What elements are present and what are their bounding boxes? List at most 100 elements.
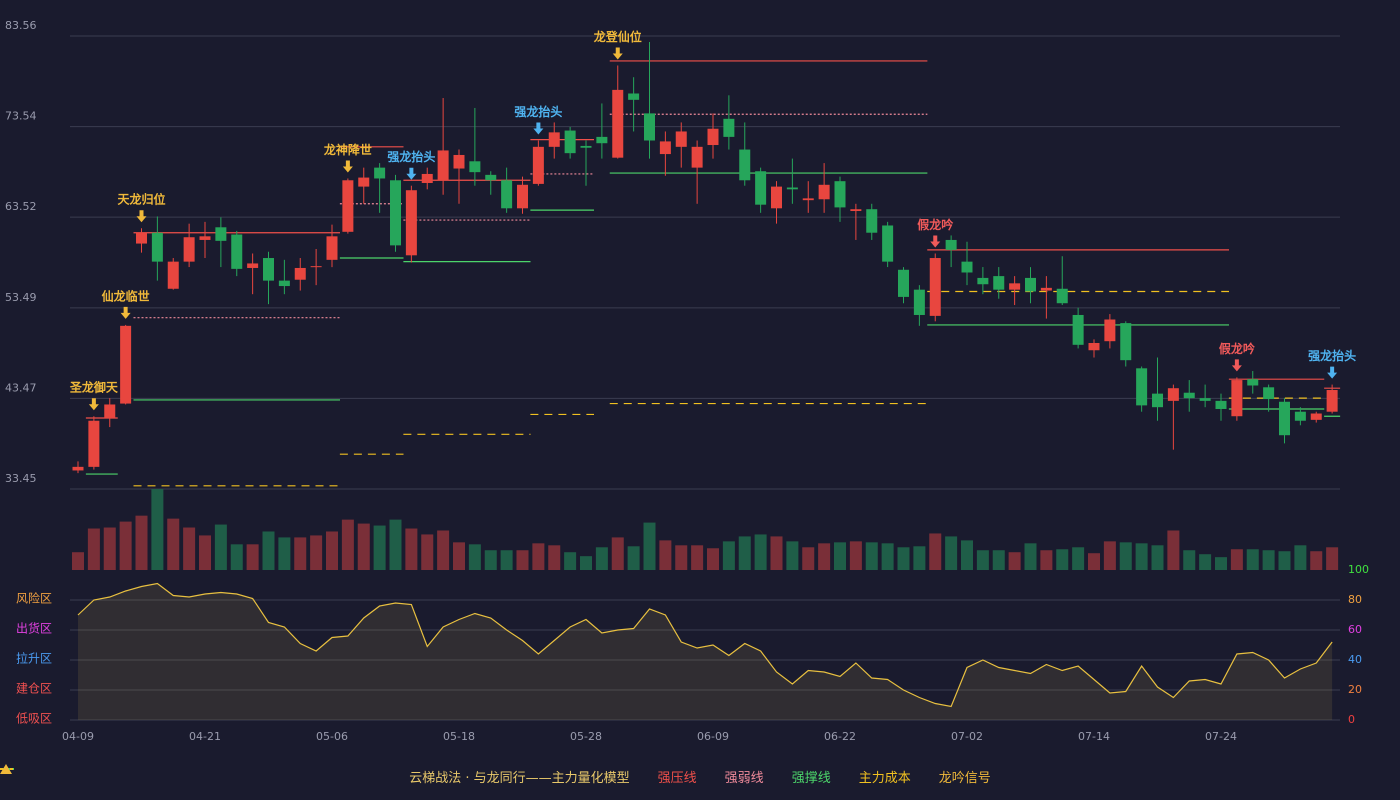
volume-bar: [326, 531, 338, 570]
volume-bar: [595, 547, 608, 570]
volume-bar: [1040, 550, 1053, 570]
zone-label: 建仓区: [16, 682, 52, 696]
candle-body: [1056, 288, 1068, 304]
candle-body: [882, 225, 894, 262]
candle-body: [1136, 368, 1148, 406]
candle-body: [247, 263, 259, 268]
candle-body: [532, 146, 544, 184]
y-tick-label: 83.56: [5, 19, 37, 32]
volume-bar: [389, 519, 402, 570]
y2-tick-label: 0: [1348, 713, 1355, 726]
candle-body: [596, 136, 608, 144]
legend-label: 强弱线: [724, 770, 764, 786]
candle-body: [374, 167, 386, 179]
zone-label: 低吸区: [16, 712, 52, 726]
candle-body: [580, 145, 592, 148]
candle-body: [1009, 283, 1021, 290]
signal-label: 天龙归位: [117, 192, 165, 207]
candle-body: [501, 180, 513, 209]
chart: 33.45 43.47 53.49 63.52 73.54 83.56 0 20 40 60 80 1…: [5, 19, 1369, 743]
volume-bar: [167, 518, 180, 570]
volume-bar: [1072, 547, 1085, 570]
volume-bar: [183, 527, 196, 570]
candle-body: [1072, 314, 1084, 345]
volume-bar: [834, 542, 846, 570]
candle-body: [659, 141, 671, 155]
volume-bar: [1056, 549, 1069, 570]
volume-bar: [103, 527, 116, 570]
volume-bar: [135, 515, 148, 570]
signal-arrow: [136, 210, 147, 223]
candle-body: [1152, 393, 1163, 408]
volume-bar: [405, 528, 418, 570]
candle-body: [691, 146, 703, 168]
candle-body: [453, 154, 465, 169]
zone-label: 出货区: [16, 621, 52, 636]
candle-body: [739, 149, 751, 181]
signal-arrow: [1231, 359, 1242, 372]
candle-body: [628, 93, 640, 100]
volume-bar: [627, 546, 640, 570]
candle-body: [1183, 392, 1195, 399]
volume-bar: [849, 541, 862, 570]
signal-label: 龙登仙位: [594, 29, 642, 44]
candle-body: [993, 276, 1005, 290]
x-tick-label: 05-28: [570, 730, 602, 743]
volume-bar: [453, 542, 465, 570]
volume-bar: [214, 524, 227, 570]
candle-body: [342, 180, 354, 232]
volume-bar: [580, 556, 592, 570]
candle-body: [1279, 401, 1290, 436]
indicator-line: [77, 582, 1333, 708]
indicator-area: [78, 583, 1333, 720]
candle-body: [1326, 390, 1338, 412]
volume-bar: [881, 543, 894, 570]
candle-body: [961, 261, 973, 273]
candle-body: [866, 209, 878, 233]
x-tick-label: 04-21: [189, 730, 221, 743]
candle-body: [771, 186, 782, 209]
signal-label: 龙神降世: [324, 142, 372, 157]
model-name: 云梯战法 · 与龙同行——主力量化模型: [409, 770, 630, 786]
legend-item: 主力成本: [0, 767, 911, 786]
zone-label: 风险区: [16, 591, 52, 606]
signal-label: 强龙抬头: [514, 104, 562, 119]
volume-bar: [500, 550, 513, 570]
candle-body: [469, 161, 481, 173]
volume-bar: [1008, 552, 1021, 570]
candle-body: [675, 131, 687, 147]
volume-bar: [437, 530, 450, 570]
volume-bar: [532, 543, 545, 570]
volume-bar: [230, 544, 243, 570]
candle-body: [263, 258, 274, 281]
x-tick-label: 07-14: [1078, 730, 1110, 743]
candle-body: [72, 466, 84, 471]
candle-body: [802, 198, 814, 201]
x-tick-label: 06-09: [697, 730, 729, 743]
volume-bar: [675, 545, 688, 570]
candle-body: [390, 180, 401, 246]
volume-bar: [786, 541, 799, 570]
candle-body: [294, 267, 306, 280]
volume-bar: [310, 535, 323, 570]
candle-body: [1247, 379, 1259, 386]
volume-bar: [151, 489, 164, 570]
y-tick-label: 73.54: [5, 110, 37, 123]
candle-body: [1120, 323, 1132, 361]
signal-arrow: [88, 398, 99, 411]
volume-bar: [738, 536, 751, 570]
legend-label: 主力成本: [858, 770, 911, 786]
volume-bar: [1310, 551, 1323, 570]
signal-arrow: [533, 122, 544, 135]
legend: 云梯战法 · 与龙同行——主力量化模型 强压线 强弱线 强撑线 主力成本 龙吟信号: [0, 764, 1400, 788]
candle-body: [644, 113, 655, 141]
signal-label: 假龙吟: [1219, 341, 1255, 356]
signal-arrow: [930, 235, 941, 248]
volume-bar: [421, 534, 434, 570]
legend-item: 强压线: [0, 767, 697, 786]
x-tick-label: 04-09: [62, 730, 94, 743]
volume-bar: [865, 542, 878, 570]
candle-body: [421, 173, 433, 183]
signal-label: 假龙吟: [917, 217, 953, 232]
volume-bar: [341, 519, 354, 570]
